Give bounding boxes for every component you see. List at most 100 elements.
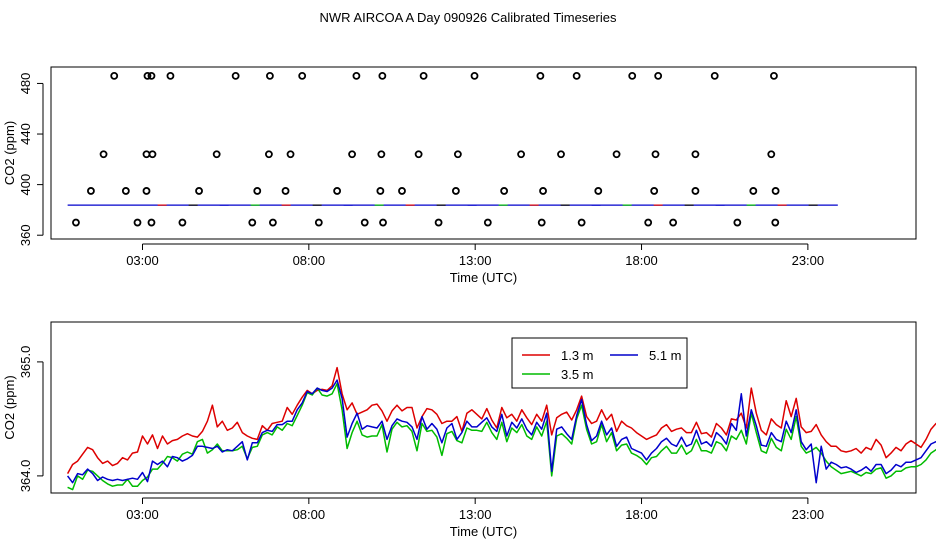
figure-title: NWR AIRCOA A Day 090926 Calibrated Times…: [320, 10, 617, 25]
data-point: [767, 150, 776, 159]
data-point: [87, 187, 95, 195]
x-tick-label: 13:00: [459, 507, 492, 522]
x-tick-label: 08:00: [293, 253, 326, 268]
bottom-panel-line: 03:00 08:00 13:00 18:00 23:00 Time (UTC) 364.0…: [2, 321, 936, 539]
series-line-1-3-m: [66, 366, 936, 474]
data-point: [434, 218, 443, 227]
data-point: [691, 187, 700, 195]
data-point: [147, 218, 156, 227]
x-tick-label: 18:00: [625, 507, 658, 522]
data-point: [644, 218, 653, 227]
legend-label: 1.3 m: [561, 348, 594, 363]
data-point: [483, 218, 492, 227]
data-point: [650, 187, 659, 195]
legend-box: [511, 337, 688, 389]
data-point: [654, 71, 663, 80]
data-point: [298, 71, 307, 80]
data-point: [577, 218, 586, 227]
data-point: [500, 187, 509, 195]
data-point: [281, 187, 290, 195]
data-point: [470, 71, 479, 80]
plot-frame: [50, 321, 917, 494]
y-tick-label: 364.0: [18, 460, 33, 493]
y-tick-label: 365.0: [18, 346, 33, 379]
data-point: [379, 218, 387, 227]
series-line-3-5-m: [67, 382, 936, 491]
data-point: [99, 150, 108, 159]
data-point: [378, 71, 387, 80]
data-point: [110, 71, 119, 80]
data-point: [348, 150, 356, 159]
data-point: [669, 218, 678, 227]
data-point: [166, 71, 175, 80]
data-point: [612, 150, 621, 159]
data-point: [142, 187, 151, 195]
data-point: [143, 71, 152, 80]
legend: 1.3 m 5.1 m 3.5 m: [511, 337, 688, 389]
data-point: [265, 150, 273, 159]
data-point: [72, 218, 80, 227]
data-point: [651, 150, 660, 159]
x-tick-label: 13:00: [459, 253, 492, 268]
data-point: [377, 150, 386, 159]
data-point: [628, 71, 637, 80]
y-tick-label: 400: [18, 174, 33, 196]
y-tick-label: 440: [18, 123, 33, 145]
x-tick-label: 03:00: [126, 507, 159, 522]
data-point: [248, 218, 257, 227]
data-point: [147, 71, 156, 80]
data-point: [148, 150, 157, 159]
data-point: [537, 218, 546, 227]
data-point: [314, 218, 323, 227]
data-point: [453, 150, 462, 159]
data-point: [414, 150, 423, 159]
data-point: [770, 71, 778, 80]
legend-label: 5.1 m: [649, 348, 682, 363]
data-point: [352, 71, 361, 80]
data-point: [557, 150, 565, 159]
data-point: [212, 150, 221, 159]
x-tick-label: 23:00: [792, 253, 825, 268]
data-point: [231, 71, 240, 80]
data-point: [269, 218, 277, 227]
data-point: [517, 150, 525, 159]
data-point: [539, 187, 547, 195]
series-line-5-1-m: [66, 379, 936, 484]
x-tick-label: 03:00: [126, 253, 159, 268]
data-point: [398, 187, 406, 195]
data-point: [195, 187, 203, 195]
data-point: [253, 187, 262, 195]
top-panel-scatter: 03:00 08:00 13:00 18:00 23:00 Time (UTC) 360 40…: [2, 66, 917, 285]
data-point: [771, 187, 780, 195]
data-point: [572, 71, 581, 80]
data-point: [733, 218, 742, 227]
x-tick-label: 18:00: [625, 253, 658, 268]
x-tick-label: 08:00: [293, 507, 326, 522]
data-point: [266, 71, 274, 80]
data-point: [749, 187, 758, 195]
data-point: [121, 187, 130, 195]
data-point: [536, 71, 545, 80]
x-tick-label: 23:00: [792, 507, 825, 522]
y-tick-label: 360: [18, 224, 33, 246]
plot-frame: [50, 66, 917, 240]
data-point: [594, 187, 603, 195]
data-point: [360, 218, 369, 227]
y-tick-label: 480: [18, 73, 33, 95]
data-point: [771, 218, 780, 227]
data-point: [710, 71, 719, 80]
legend-label: 3.5 m: [561, 367, 594, 382]
data-point: [133, 218, 142, 227]
data-point: [286, 150, 295, 159]
y-axis-label: CO2 (ppm): [2, 375, 17, 439]
data-point: [691, 150, 700, 159]
data-point: [333, 187, 342, 195]
x-axis-label: Time (UTC): [450, 524, 517, 539]
data-point: [451, 187, 460, 195]
data-point: [376, 187, 385, 195]
y-axis-label: CO2 (ppm): [2, 121, 17, 185]
data-point: [419, 71, 428, 80]
data-point: [178, 218, 187, 227]
x-axis-label: Time (UTC): [450, 270, 517, 285]
